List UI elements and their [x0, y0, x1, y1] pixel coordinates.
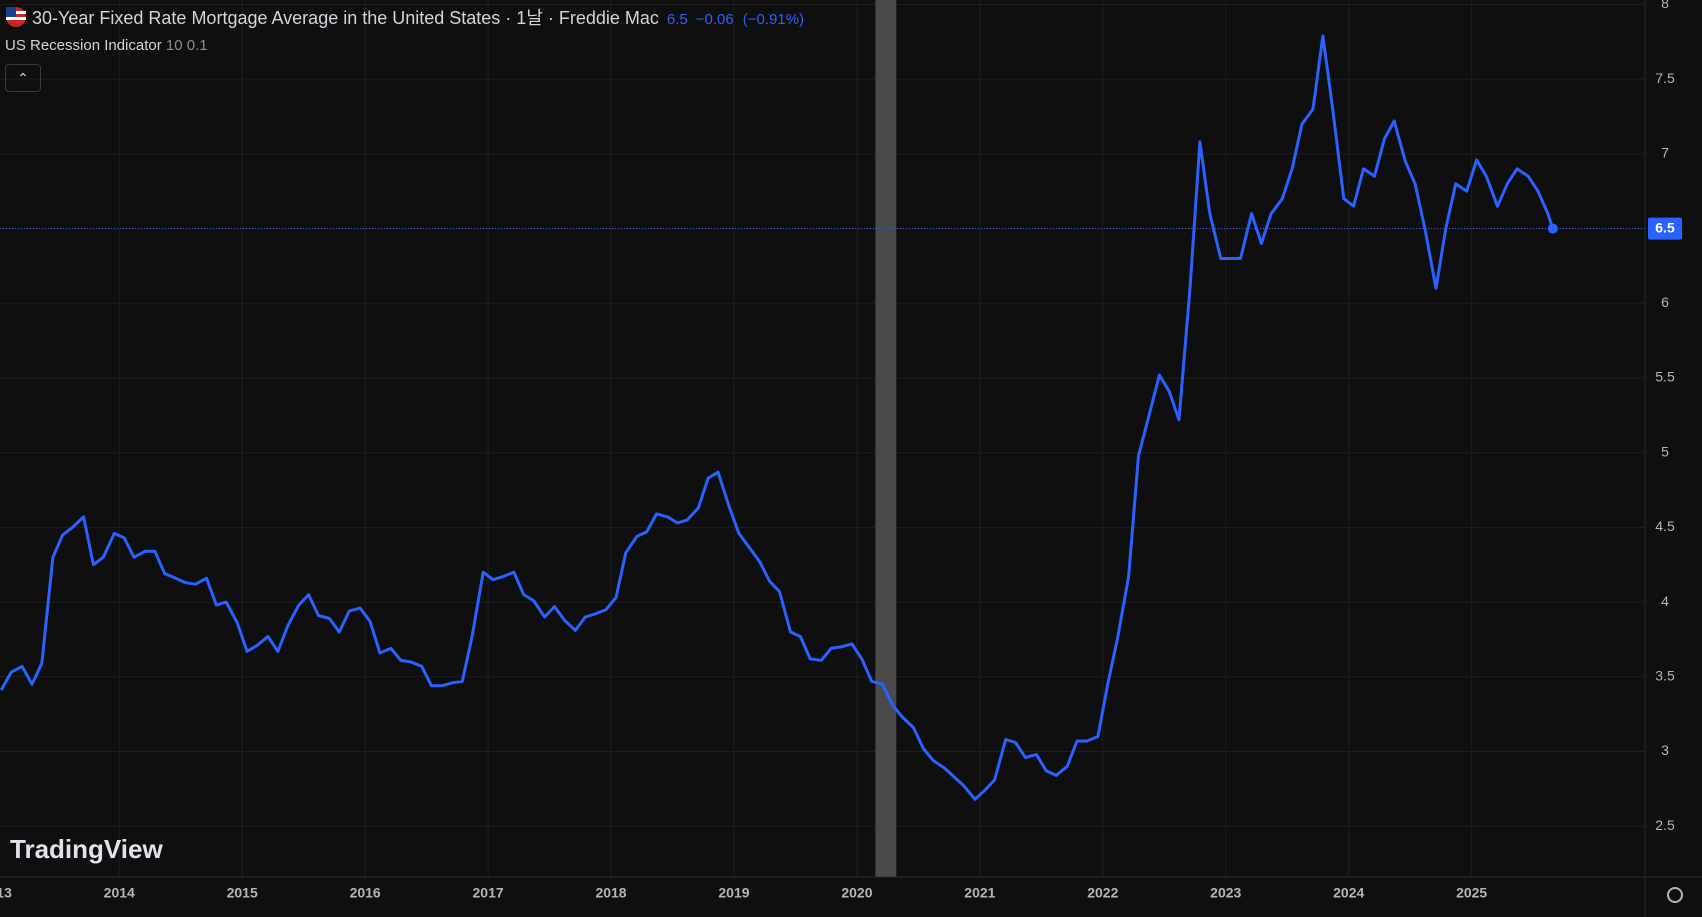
x-tick-label: 2020 [841, 885, 872, 901]
x-tick-label: 2015 [227, 885, 258, 901]
price-label: 6.5 [1655, 219, 1675, 235]
collapse-button[interactable]: ⌃ [5, 64, 41, 92]
x-tick-label: 2025 [1456, 885, 1487, 901]
x-tick-label: 2016 [350, 885, 381, 901]
x-tick-label: 2023 [1210, 885, 1241, 901]
last-value: 6.5 [666, 11, 688, 28]
x-tick-label: 2021 [964, 885, 995, 901]
y-tick-label: 4 [1661, 593, 1669, 609]
change: −0.06 [695, 11, 734, 28]
change-percent: (−0.91%) [742, 11, 805, 28]
last-point [1547, 223, 1558, 234]
y-tick-label: 5 [1661, 443, 1669, 459]
y-tick-label: 5.5 [1655, 369, 1675, 385]
x-tick-label: 2013 [0, 885, 12, 901]
y-tick-label: 6 [1661, 294, 1669, 310]
flag-icon [6, 7, 26, 27]
price-line [0, 34, 1555, 801]
settings-icon[interactable] [1667, 887, 1683, 903]
price-label-box [1648, 217, 1682, 240]
recession-band [875, 0, 897, 877]
indicator-params: 10 0.1 [165, 37, 208, 54]
x-tick-label: 2017 [473, 885, 504, 901]
y-tick-label: 3 [1661, 742, 1669, 758]
watermark: TradingView [10, 834, 163, 864]
indicator-legend[interactable]: US Recession Indicator 10 0.1 [5, 37, 208, 54]
x-tick-label: 2024 [1333, 885, 1364, 901]
x-tick-label: 2018 [595, 885, 626, 901]
y-tick-label: 8 [1661, 0, 1669, 11]
y-tick-label: 4.5 [1655, 518, 1675, 534]
legend-header: 30-Year Fixed Rate Mortgage Average in t… [5, 4, 804, 30]
indicator-name: US Recession Indicator [5, 37, 162, 54]
y-tick-label: 2.5 [1655, 817, 1675, 833]
y-tick-label: 3.5 [1655, 668, 1675, 684]
x-tick-label: 2019 [718, 885, 749, 901]
x-tick-label: 2014 [104, 885, 135, 901]
y-tick-label: 7 [1661, 145, 1669, 161]
symbol-title: 30-Year Fixed Rate Mortgage Average in t… [32, 8, 659, 28]
y-tick-label: 7.5 [1655, 70, 1675, 86]
x-tick-label: 2022 [1087, 885, 1118, 901]
